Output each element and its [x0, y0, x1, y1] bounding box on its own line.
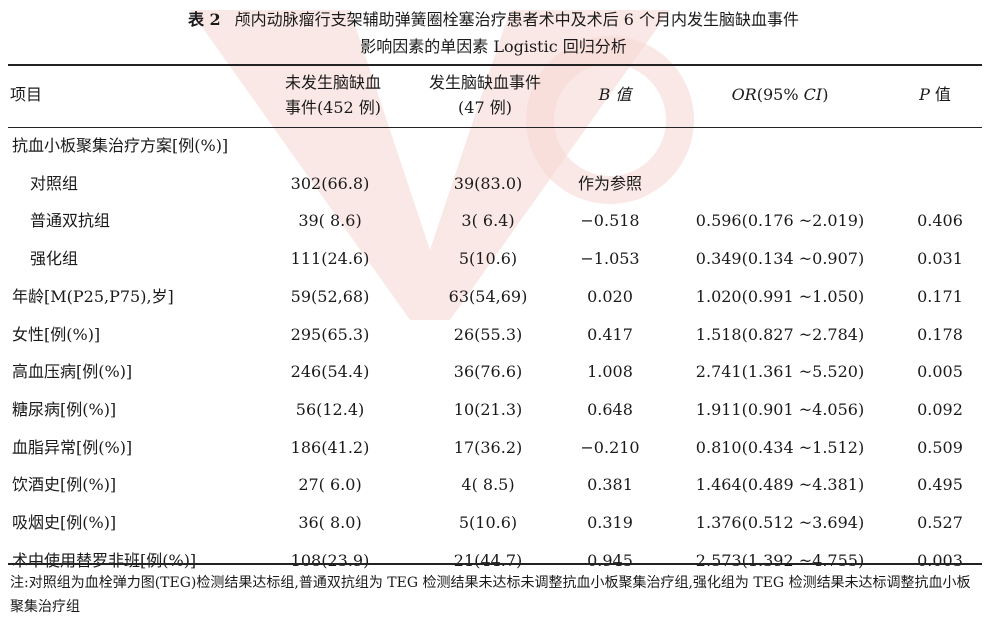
- cell-event: 10(21.3): [453, 399, 523, 419]
- table-row: 饮酒史[例(%)] 27( 6.0) 4( 8.5) 0.381 1.464(0.489…: [0, 467, 987, 503]
- cell-or-ci: 2.741(1.361 ~5.520): [695, 362, 865, 382]
- header-item: 项目: [10, 85, 43, 104]
- cell-b-value: 0.417: [587, 324, 633, 344]
- table-title-line2: 影响因素的单因素 Logistic 回归分析: [360, 37, 627, 56]
- cell-nonevent: 36( 8.0): [298, 513, 362, 532]
- table-row: 对照组 302(66.8) 39(83.0) 作为参照: [0, 166, 987, 202]
- cell-or-ci: 1.911(0.901 ~4.056): [695, 399, 865, 419]
- cell-event: 36(76.6): [453, 362, 523, 382]
- table-footnote: 注:对照组为血栓弹力图(TEG)检测结果达标组,普通双抗组为 TEG 检测结果未…: [10, 575, 971, 615]
- table-row: 强化组 111(24.6) 5(10.6) −1.053 0.349(0.134 ~0.…: [0, 241, 987, 277]
- table-title-line1: 颅内动脉瘤行支架辅助弹簧圈栓塞治疗患者术中及术后 6 个月内发生脑缺血事件: [234, 10, 800, 29]
- cell-p-value: 0.495: [917, 475, 963, 495]
- table-row: 高血压病[例(%)] 246(54.4) 36(76.6) 1.008 2.741(1.…: [0, 354, 987, 390]
- cell-nonevent: 27( 6.0): [298, 475, 362, 495]
- row-label: 吸烟史[例(%)]: [12, 513, 117, 532]
- table-top-rule: [8, 64, 982, 66]
- table-number: 表 2: [187, 10, 221, 29]
- table-row: 普通双抗组 39( 8.6) 3( 6.4) −0.518 0.596(0.176 ~2…: [0, 203, 987, 239]
- table-caption-line1: 表 2 颅内动脉瘤行支架辅助弹簧圈栓塞治疗患者术中及术后 6 个月内发生脑缺血事件: [0, 6, 987, 30]
- cell-event: 39(83.0): [453, 173, 523, 193]
- cell-or-ci: 1.376(0.512 ~3.694): [695, 513, 865, 532]
- row-label: 对照组: [30, 173, 79, 193]
- cell-nonevent: 246(54.4): [290, 362, 370, 382]
- cell-or-ci: 1.518(0.827 ~2.784): [695, 324, 865, 344]
- cell-nonevent: 59(52,68): [290, 286, 370, 306]
- table-row: 血脂异常[例(%)] 186(41.2) 17(36.2) −0.210 0.810(0…: [0, 430, 987, 466]
- row-label: 糖尿病[例(%)]: [12, 399, 117, 419]
- table-row: 抗血小板聚集治疗方案[例(%)]: [0, 128, 987, 164]
- header-event-line1: 发生脑缺血事件: [428, 73, 541, 92]
- header-nonevent: 未发生脑缺血 事件(452 例): [268, 70, 398, 120]
- row-label: 普通双抗组: [30, 211, 111, 231]
- cell-p-value: 0.171: [917, 286, 963, 306]
- cell-event: 5(10.6): [458, 249, 518, 269]
- cell-p-value: 0.509: [917, 437, 963, 457]
- cell-p-value: 0.031: [917, 249, 963, 269]
- header-p-suffix: 值: [929, 85, 951, 104]
- row-label: 高血压病[例(%)]: [12, 362, 133, 382]
- header-b-value: B 值: [598, 85, 632, 104]
- row-label: 强化组: [30, 249, 79, 269]
- header-event: 发生脑缺血事件 (47 例): [420, 70, 550, 120]
- header-or-close: ): [822, 85, 829, 104]
- cell-or-ci: 0.349(0.134 ~0.907): [695, 249, 865, 269]
- cell-event: 3( 6.4): [461, 211, 515, 231]
- cell-b-value: −0.210: [580, 437, 640, 457]
- cell-event: 4( 8.5): [461, 475, 515, 495]
- cell-event: 26(55.3): [453, 324, 523, 344]
- table-row: 吸烟史[例(%)] 36( 8.0) 5(10.6) 0.319 1.376(0.512…: [0, 505, 987, 541]
- row-label: 血脂异常[例(%)]: [12, 437, 133, 457]
- row-label: 年龄[M(P25,P75),岁]: [12, 286, 174, 306]
- table-bottom-rule: [8, 563, 982, 565]
- cell-nonevent: 302(66.8): [290, 173, 370, 193]
- cell-event: 5(10.6): [458, 513, 518, 532]
- cell-b-value: −0.518: [580, 211, 640, 231]
- cell-b-value: 0.319: [587, 513, 633, 532]
- cell-b-value: 1.008: [587, 362, 633, 382]
- row-label: 女性[例(%)]: [12, 324, 101, 344]
- cell-nonevent: 186(41.2): [290, 437, 370, 457]
- table-row: 糖尿病[例(%)] 56(12.4) 10(21.3) 0.648 1.911(0.90…: [0, 392, 987, 428]
- header-or-paren: (95%: [756, 85, 804, 104]
- cell-p-value: 0.092: [917, 399, 963, 419]
- row-label: 饮酒史[例(%)]: [12, 475, 117, 495]
- cell-nonevent: 295(65.3): [290, 324, 370, 344]
- cell-b-value: 0.381: [587, 475, 633, 495]
- cell-or-ci: 1.020(0.991 ~1.050): [695, 286, 865, 306]
- cell-or-ci: 0.596(0.176 ~2.019): [695, 211, 865, 231]
- cell-nonevent: 39( 8.6): [298, 211, 362, 231]
- cell-b-value: −1.053: [580, 249, 640, 269]
- table-row: 年龄[M(P25,P75),岁] 59(52,68) 63(54,69) 0.020 1…: [0, 279, 987, 315]
- cell-nonevent: 56(12.4): [295, 399, 365, 419]
- header-event-line2: (47 例): [458, 98, 512, 117]
- header-nonevent-line1: 未发生脑缺血: [284, 73, 381, 92]
- table-row: 女性[例(%)] 295(65.3) 26(55.3) 0.417 1.518(0.82…: [0, 317, 987, 353]
- cell-nonevent: 111(24.6): [290, 249, 370, 269]
- cell-event: 17(36.2): [453, 437, 523, 457]
- cell-p-value: 0.527: [917, 513, 963, 532]
- cell-b-value: 作为参照: [577, 173, 642, 193]
- header-p-value: P 值: [895, 82, 975, 107]
- cell-b-value: 0.648: [587, 399, 633, 419]
- header-or-label: OR: [731, 85, 757, 104]
- header-or-ci: OR(95% CI): [680, 82, 880, 107]
- row-label: 抗血小板聚集治疗方案[例(%)]: [12, 136, 229, 155]
- cell-event: 63(54,69): [448, 286, 528, 306]
- header-nonevent-line2: 事件(452 例): [284, 98, 382, 117]
- cell-or-ci: 1.464(0.489 ~4.381): [695, 475, 865, 495]
- cell-b-value: 0.020: [587, 286, 633, 306]
- cell-p-value: 0.406: [917, 211, 963, 231]
- header-p-label: P: [919, 85, 930, 104]
- header-ci-label: CI: [803, 85, 823, 104]
- cell-or-ci: 0.810(0.434 ~1.512): [695, 437, 865, 457]
- cell-p-value: 0.178: [917, 324, 963, 344]
- cell-p-value: 0.005: [917, 362, 963, 382]
